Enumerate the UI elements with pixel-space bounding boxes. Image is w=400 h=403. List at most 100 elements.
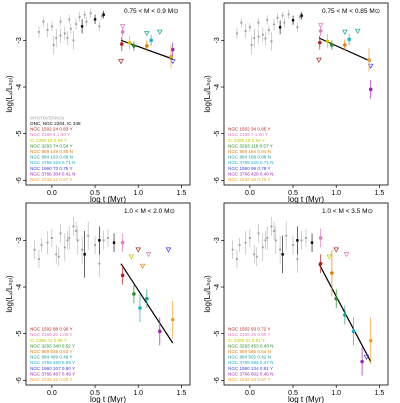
x-axis-label: log t (Myr) xyxy=(90,195,126,204)
legend-entry: NGC 3766 428 0.40 N xyxy=(228,171,273,176)
legend-entry: NGC 869 566 0.54 N xyxy=(228,349,271,354)
y-tick-label: -4 xyxy=(214,284,221,290)
x-tick-label: 0.0 xyxy=(245,190,255,197)
legend-entry: NGC 884 153 0.89 N xyxy=(30,155,73,160)
cluster-point xyxy=(330,43,334,47)
cluster-point xyxy=(325,39,330,44)
legend-entry: NGC 3293 340 0.52 Y xyxy=(30,343,75,348)
reference-point xyxy=(69,27,72,30)
reference-point xyxy=(279,248,282,251)
reference-point xyxy=(261,33,264,36)
legend-entry: NGC 2169 20 1.00 Y xyxy=(30,332,73,337)
reference-point xyxy=(59,20,62,23)
reference-point xyxy=(248,26,251,29)
upper-limit-marker xyxy=(119,24,126,30)
legend-entry: NGC 884 469 0.49 Y xyxy=(30,355,73,360)
legend-entry: NGC 2169 7 1.00 Y xyxy=(228,132,268,137)
legend-entry: MYSTIX/SFiNCs xyxy=(30,115,65,120)
legend-entry: NGC 2232 23 0.67 Y xyxy=(228,377,271,382)
upper-limit-marker xyxy=(165,247,172,253)
cluster-point xyxy=(149,38,153,43)
onc-point xyxy=(83,253,86,256)
legend-entry: NGC 1502 24 0.83 Y xyxy=(30,127,73,132)
legend-entry: NGC 1960 73 0.75 Y xyxy=(30,166,73,171)
y-tick-label: -5 xyxy=(16,330,23,336)
onc-point xyxy=(310,241,314,244)
reference-point xyxy=(248,236,251,240)
reference-point xyxy=(83,13,86,16)
upper-limit-marker xyxy=(128,254,135,260)
legend-entry: NGC 3766 602 0.45 N xyxy=(228,371,273,376)
upper-limit-marker xyxy=(342,29,348,35)
legend-entry: NGC 884 189 0.88 N xyxy=(228,155,271,160)
reference-point xyxy=(37,30,41,34)
reference-point xyxy=(235,32,239,35)
upper-limit-marker xyxy=(144,31,150,37)
reference-point xyxy=(267,28,270,32)
reference-point xyxy=(266,18,269,21)
cluster-point xyxy=(127,40,132,45)
plot-frame xyxy=(25,2,191,186)
y-tick-label: -4 xyxy=(16,284,23,290)
cluster-point xyxy=(120,42,124,46)
reference-point xyxy=(87,234,90,237)
panel-title: 0.75 < M < 0.9 M⊙ xyxy=(124,8,179,15)
reference-point xyxy=(74,22,78,26)
reference-point xyxy=(257,35,260,38)
onc-point xyxy=(296,239,299,242)
legend-entry: NGC 2232 15 0.60 Y xyxy=(30,377,73,382)
cluster-point xyxy=(318,40,322,45)
reference-point xyxy=(46,241,49,244)
legend-entry: NGC 2169 25 0.90 Y xyxy=(228,332,271,337)
reference-point xyxy=(42,20,45,23)
x-tick-label: 0.0 xyxy=(245,390,255,397)
reference-point xyxy=(89,12,92,15)
reference-point xyxy=(66,36,69,40)
cluster-point xyxy=(145,296,149,301)
reference-point xyxy=(59,232,62,235)
x-tick-label: 1.5 xyxy=(177,190,187,197)
plot-frame xyxy=(223,202,389,386)
reference-point xyxy=(68,18,71,21)
y-tick-label: -4 xyxy=(214,84,221,90)
reference-point xyxy=(37,257,41,261)
legend-entry: IC 2395 16 0.94 Y xyxy=(30,138,67,143)
panel-title: 1.0 < M < 2.0 M⊙ xyxy=(124,208,176,215)
legend-entry: IC 2395 18 0.94 Y xyxy=(228,138,265,143)
reference-point xyxy=(78,15,81,19)
legend-entry: NGC 3766 467 0.49 Y xyxy=(30,371,75,376)
cluster-point xyxy=(318,236,323,240)
legend-entry: NGC 4755 220 0.71 N xyxy=(228,160,273,165)
cluster-point xyxy=(132,292,136,296)
cluster-point xyxy=(170,47,175,52)
legend-entry: NGC 1960 134 0.51 Y xyxy=(228,366,273,371)
upper-limit-marker xyxy=(118,59,124,65)
reference-point xyxy=(59,34,62,37)
legend-entry: NGC 3293 118 0.57 Y xyxy=(228,143,273,148)
y-tick-label: -5 xyxy=(16,130,23,136)
cluster-point xyxy=(343,43,347,47)
reference-point xyxy=(272,229,276,233)
legend-entry: NGC 869 546 0.63 Y xyxy=(30,349,73,354)
onc-point xyxy=(93,18,97,21)
cluster-point xyxy=(368,87,373,92)
cluster-point xyxy=(347,37,351,42)
cluster-point xyxy=(169,54,173,59)
y-axis-label: log(Lₓ/Lₕₒₗ) xyxy=(203,275,212,313)
x-tick-label: 1.0 xyxy=(331,190,341,197)
legend-entry: NGC 884 502 0.42 N xyxy=(228,355,271,360)
y-tick-label: -5 xyxy=(214,330,221,336)
reference-point xyxy=(85,20,88,23)
reference-point xyxy=(55,36,58,40)
legend-entry: NGC 1502 93 0.72 Y xyxy=(228,327,271,332)
y-tick-label: -3 xyxy=(214,237,221,243)
upper-limit-marker xyxy=(316,57,322,63)
y-tick-label: -6 xyxy=(16,377,23,383)
reference-point xyxy=(231,248,234,251)
panel-1: 0.0 0.5 1.0 1.5 -3 -4 -5 -6 log t (Myr) log(Lₓ/Lₕ… xyxy=(5,2,191,204)
y-axis-label: log(Lₓ/Lₕₒₗ) xyxy=(5,275,14,313)
reference-point xyxy=(287,13,290,16)
legend-entry: IC 2395 41 0.95 Y xyxy=(30,338,67,343)
cluster-point xyxy=(351,329,356,334)
reference-point xyxy=(255,255,258,258)
